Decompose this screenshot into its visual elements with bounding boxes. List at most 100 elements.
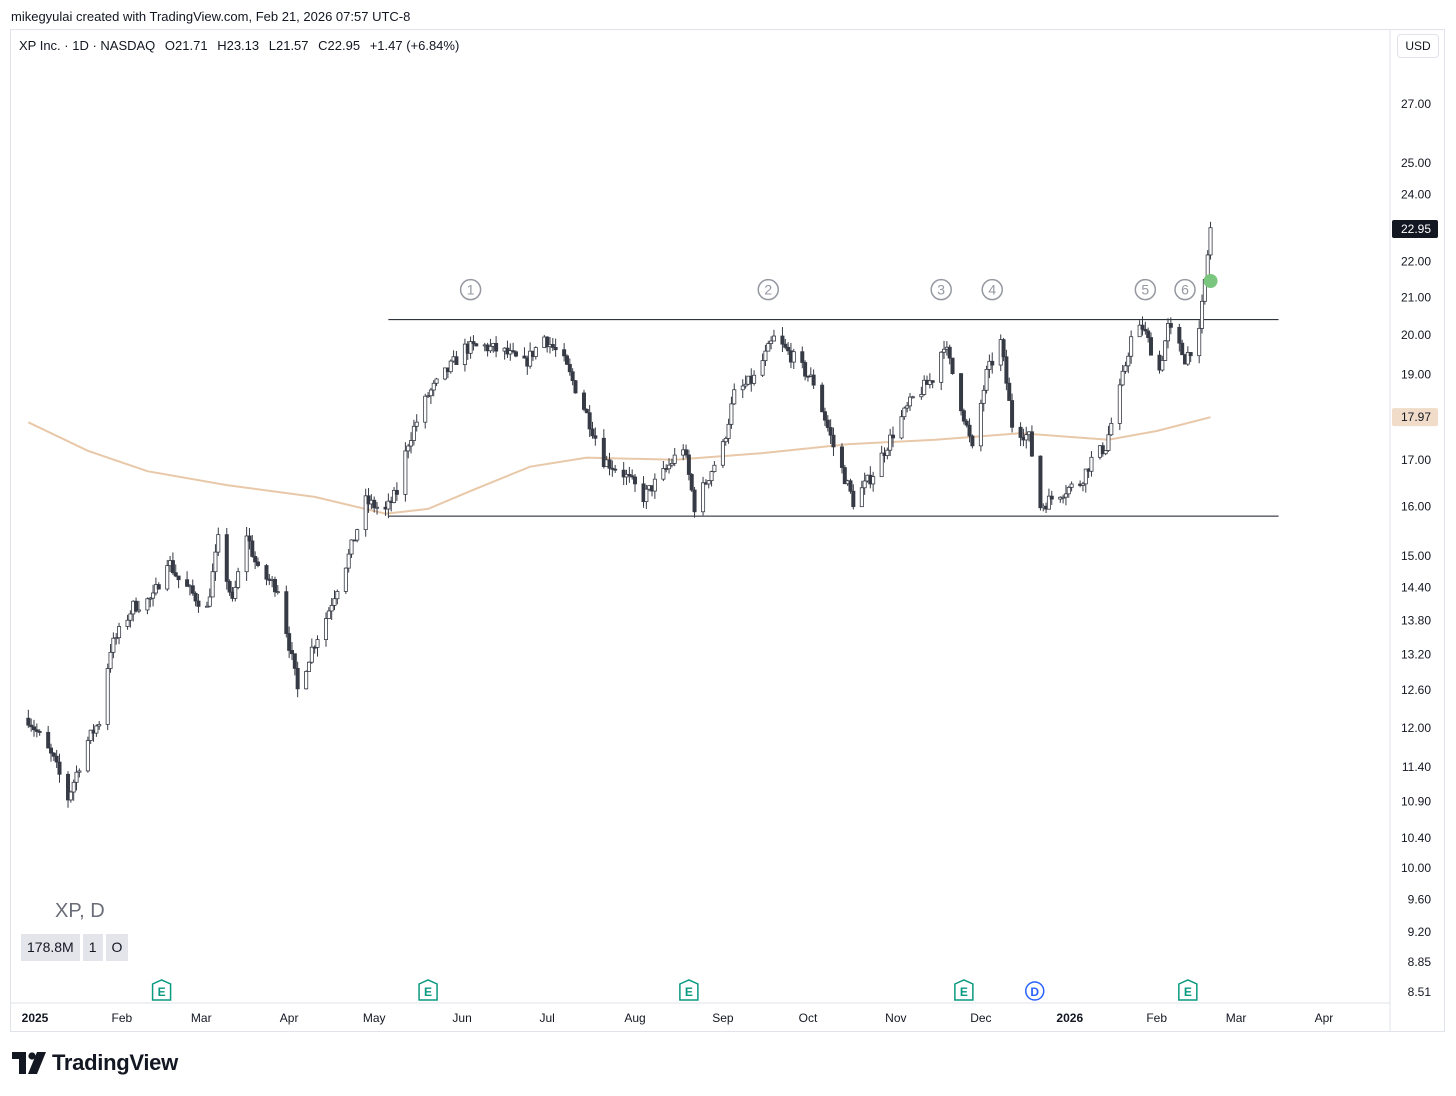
price-tick-label: 22.00: [1401, 255, 1431, 269]
candle-down: [57, 761, 62, 775]
candle-up: [1069, 483, 1074, 488]
candle-down: [689, 474, 694, 491]
earnings-event-label: E: [1184, 985, 1192, 999]
candle-up: [1106, 434, 1111, 451]
candle-up: [411, 425, 416, 441]
candle-down: [292, 653, 297, 669]
candle-up: [910, 396, 915, 399]
candle-down: [1004, 356, 1009, 384]
candle-up: [392, 489, 397, 503]
candle-up: [720, 441, 725, 466]
last-price-label: 22.95: [1401, 222, 1431, 236]
candle-up: [528, 350, 533, 367]
candle-up: [403, 450, 408, 495]
candle-down: [831, 434, 836, 448]
candle-down: [227, 581, 232, 593]
candle-up: [315, 639, 320, 648]
candle-up: [743, 383, 748, 387]
candle-down: [49, 747, 54, 754]
price-tick-label: 12.00: [1401, 721, 1431, 735]
candle-up: [326, 610, 331, 619]
candle-down: [822, 411, 827, 421]
candle-up: [275, 591, 280, 594]
candle-down: [545, 336, 550, 348]
ma-value-label: 17.97: [1401, 410, 1431, 424]
candle-down: [570, 371, 575, 382]
candle-down: [550, 344, 555, 348]
volume-pill[interactable]: 178.8M: [21, 934, 80, 961]
candle-up: [448, 360, 453, 373]
candle-up: [346, 553, 351, 569]
candle-down: [950, 357, 955, 375]
price-tick-label: 8.51: [1408, 985, 1432, 999]
indicator-pills[interactable]: 178.8M 1 O: [21, 934, 129, 961]
candle-up: [409, 440, 414, 447]
time-tick-label: Nov: [885, 1011, 906, 1025]
candle-up: [213, 551, 218, 573]
touch-marker-circle: [1174, 278, 1196, 301]
candle-down: [253, 556, 258, 563]
candle-up: [68, 791, 73, 801]
candle-up: [533, 347, 538, 357]
candle-up: [349, 539, 354, 555]
candle-down: [1049, 495, 1054, 500]
candle-up: [978, 402, 983, 447]
candle-up: [97, 723, 102, 727]
candle-down: [990, 360, 995, 366]
candle-up: [204, 605, 209, 608]
candle-down: [284, 591, 289, 634]
candle-up: [151, 592, 156, 599]
candle-up: [324, 618, 329, 640]
candle-down: [1001, 339, 1006, 358]
candle-up: [1080, 483, 1085, 486]
candle-up: [740, 385, 745, 391]
candle-down: [287, 633, 292, 651]
earnings-event-icon: [954, 979, 974, 1001]
time-tick-label: 2025: [22, 1011, 49, 1025]
price-tick-label: 8.85: [1408, 955, 1432, 969]
candle-up: [709, 471, 714, 482]
candle-down: [581, 392, 586, 410]
candle-down: [255, 561, 260, 566]
candle-down: [474, 343, 479, 347]
price-tick-label: 21.00: [1401, 290, 1431, 304]
earnings-event-label: E: [960, 985, 968, 999]
candle-down: [562, 349, 567, 357]
candle-down: [156, 584, 161, 590]
candle-down: [1146, 330, 1151, 338]
touch-marker-label: 3: [937, 282, 945, 298]
ohlc-open: O21.71: [164, 38, 208, 53]
candle-down: [786, 346, 791, 352]
candle-down: [247, 535, 252, 542]
candle-up: [1061, 496, 1066, 499]
time-tick-label: Apr: [280, 1011, 299, 1025]
touch-marker-circle: [1134, 278, 1157, 301]
touch-marker-label: 1: [467, 282, 475, 298]
symbol-legend[interactable]: XP Inc. · 1D · NASDAQ O21.71 H23.13 L21.…: [19, 38, 465, 53]
time-tick-label: Feb: [1146, 1011, 1167, 1025]
candle-down: [607, 459, 612, 469]
candle-up: [1024, 434, 1029, 441]
candle-down: [820, 384, 825, 413]
candle-up: [1185, 352, 1190, 365]
candle-up: [88, 729, 93, 741]
candle-down: [372, 499, 377, 509]
candle-down: [684, 449, 689, 456]
candle-up: [1129, 336, 1134, 357]
currency-button[interactable]: USD: [1397, 34, 1439, 58]
candle-up: [306, 661, 311, 672]
ohlc-close: C22.95: [318, 38, 361, 53]
candle-up: [468, 341, 473, 354]
time-tick-label: Oct: [799, 1011, 818, 1025]
candle-up: [769, 340, 774, 344]
candle-down: [633, 476, 638, 485]
candle-down: [825, 419, 830, 428]
candle-up: [984, 369, 989, 391]
price-tick-label: 10.90: [1401, 795, 1431, 809]
option-pill[interactable]: O: [105, 934, 129, 961]
candle-up: [462, 343, 467, 365]
setting-pill[interactable]: 1: [82, 934, 103, 961]
candle-up: [335, 591, 340, 600]
price-tick-label: 12.60: [1401, 683, 1431, 697]
